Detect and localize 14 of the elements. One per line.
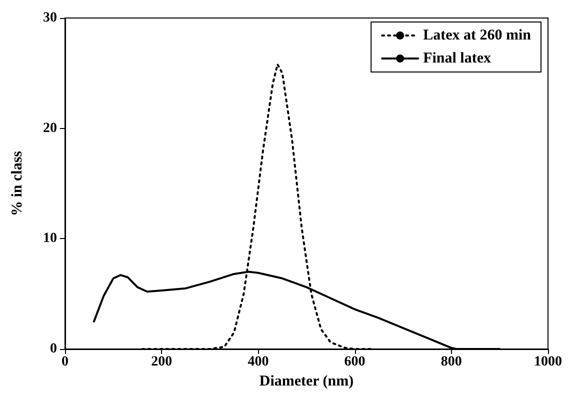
- x-tick-label: 1000: [534, 354, 562, 370]
- x-tick-label: 400: [248, 354, 269, 370]
- legend-label: Latex at 260 min: [423, 28, 532, 44]
- y-tick-label: 20: [43, 120, 57, 136]
- y-axis-title: % in class: [10, 150, 26, 216]
- y-tick-label: 10: [43, 231, 57, 246]
- x-tick-label: 200: [151, 354, 172, 370]
- x-axis-title: Diameter (nm): [259, 373, 354, 390]
- x-tick-label: 800: [440, 354, 462, 370]
- x-tick-label: 0: [62, 354, 68, 370]
- legend-label: Final latex: [423, 50, 492, 66]
- y-tick-label: 0: [50, 342, 57, 356]
- y-tick-label: 30: [43, 10, 57, 26]
- x-tick-label: 600: [344, 354, 366, 370]
